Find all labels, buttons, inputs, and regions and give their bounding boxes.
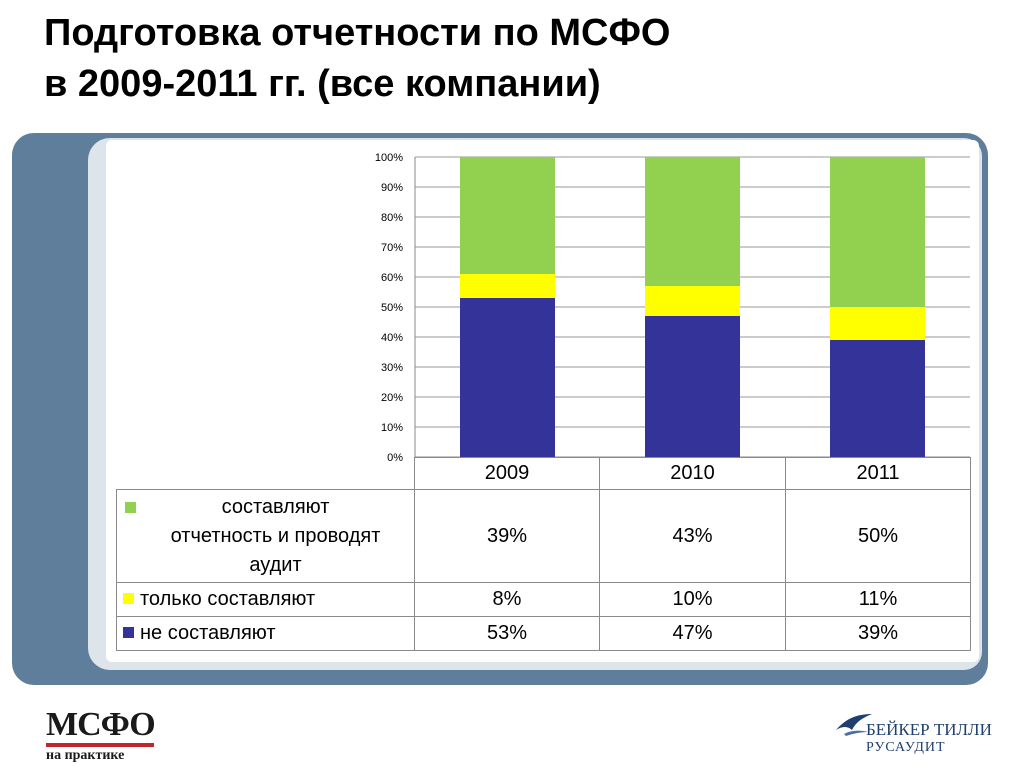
- table-cell: 43%: [599, 489, 786, 583]
- bar-segment: [645, 316, 740, 457]
- msfo-logo-subtitle: на практике: [46, 748, 125, 763]
- bar-segment: [830, 157, 925, 307]
- y-tick-label: 40%: [381, 332, 403, 344]
- legend-swatch-green: [125, 502, 136, 513]
- row-label-line: отчетность и проводят: [170, 524, 381, 547]
- legend-swatch-blue: [123, 627, 134, 638]
- table-header-row: 2009 2010 2011: [117, 457, 971, 490]
- table-cell: 8%: [414, 582, 600, 617]
- row-label-line: составляют: [221, 495, 330, 518]
- table-row: только составляют 8% 10% 11%: [116, 582, 971, 617]
- bird-icon: [836, 714, 872, 736]
- msfo-logo: МСФО на практике: [46, 708, 158, 764]
- bar-segment: [460, 298, 555, 457]
- baker-tilly-name: БЕЙКЕР ТИЛЛИ: [866, 720, 992, 739]
- bar-segment: [830, 340, 925, 457]
- y-tick-label: 100%: [375, 152, 403, 164]
- row-label-only: только составляют: [116, 582, 415, 617]
- row-label-text: только составляют: [140, 588, 316, 610]
- bars: [460, 157, 925, 457]
- msfo-logo-title: МСФО: [46, 706, 156, 743]
- y-tick-label: 30%: [381, 362, 403, 374]
- page-title: Подготовка отчетности по МСФО в 2009-201…: [44, 8, 670, 110]
- y-tick-label: 50%: [381, 302, 403, 314]
- table-cell: 47%: [599, 616, 786, 651]
- row-label-audit: составляют отчетность и проводят аудит: [116, 489, 415, 583]
- table-cell: 50%: [785, 489, 971, 583]
- legend-swatch-yellow: [123, 593, 134, 604]
- bar-segment: [645, 286, 740, 316]
- y-tick-label: 20%: [381, 392, 403, 404]
- table-row: не составляют 53% 47% 39%: [116, 616, 971, 651]
- table-row: составляют отчетность и проводят аудит 3…: [116, 489, 971, 583]
- title-line-1: Подготовка отчетности по МСФО: [44, 12, 671, 54]
- table-cell: 39%: [414, 489, 600, 583]
- y-tick-label: 70%: [381, 242, 403, 254]
- table-cell: 53%: [414, 616, 600, 651]
- table-cell: 10%: [599, 582, 786, 617]
- row-label-none: не составляют: [116, 616, 415, 651]
- table-cell: 11%: [785, 582, 971, 617]
- table-corner: [117, 458, 415, 490]
- y-tick-label: 0%: [387, 452, 403, 464]
- y-axis-ticks: 0% 10% 20% 30% 40% 50% 60% 70% 80% 90% 100%: [375, 152, 403, 464]
- table-cell: 39%: [785, 616, 971, 651]
- baker-tilly-sub: РУСАУДИТ: [866, 740, 946, 755]
- table-header-cell: 2009: [414, 457, 600, 490]
- title-line-2: в 2009-2011 гг. (все компании): [44, 63, 601, 105]
- row-label-text: составляют отчетность и проводят аудит: [123, 493, 414, 580]
- bar-segment: [645, 157, 740, 286]
- y-tick-label: 90%: [381, 182, 403, 194]
- bar-segment: [830, 307, 925, 340]
- y-tick-label: 60%: [381, 272, 403, 284]
- row-label-line: аудит: [249, 553, 302, 576]
- bar-segment: [460, 157, 555, 274]
- baker-tilly-logo: БЕЙКЕР ТИЛЛИ РУСАУДИТ: [834, 704, 1004, 760]
- table-header-cell: 2010: [599, 457, 786, 490]
- row-label-text: не составляют: [140, 622, 276, 644]
- data-table: 2009 2010 2011 составляют отчетность и п…: [116, 457, 971, 651]
- bar-segment: [460, 274, 555, 298]
- msfo-logo-bar: [46, 743, 154, 747]
- y-tick-label: 80%: [381, 212, 403, 224]
- y-tick-label: 10%: [381, 422, 403, 434]
- table-header-cell: 2011: [785, 457, 971, 490]
